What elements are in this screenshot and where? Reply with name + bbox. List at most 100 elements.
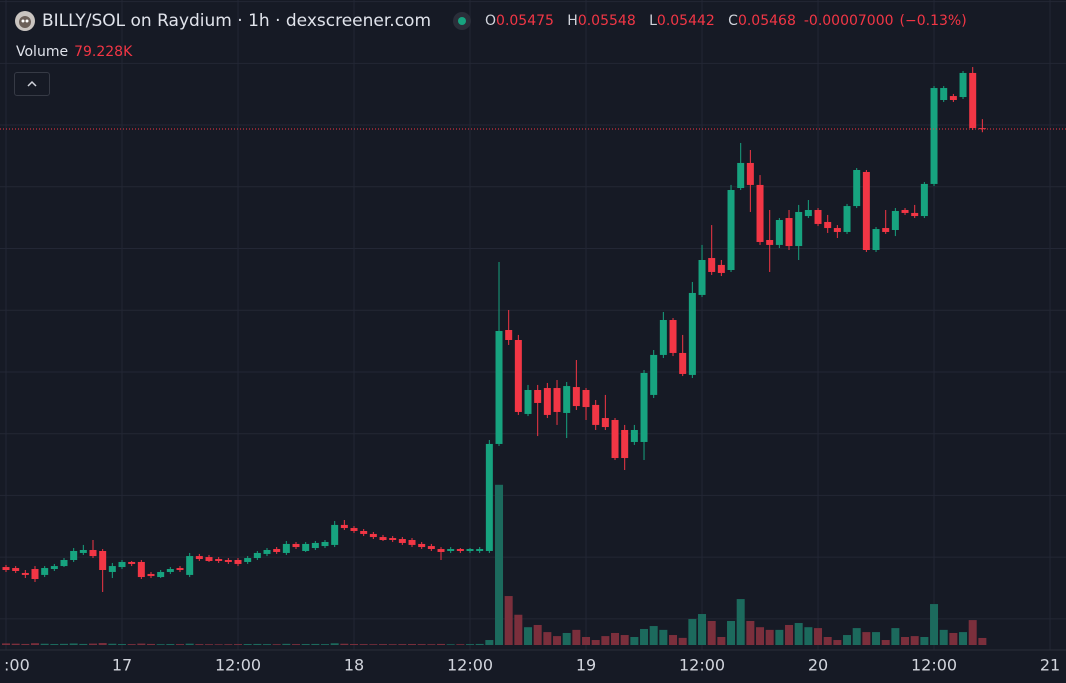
volume-bar: [736, 599, 745, 645]
candle-body: [379, 537, 387, 540]
volume-bar: [330, 643, 339, 645]
volume-bar: [669, 635, 678, 645]
volume-bar: [263, 644, 272, 645]
readout-value: 0.05442: [656, 13, 715, 29]
volume-bar: [659, 629, 668, 645]
candle-body: [215, 559, 223, 561]
candle-body: [292, 543, 300, 548]
candle-body: [872, 229, 880, 250]
volume-bar: [108, 643, 117, 645]
volume-bar: [253, 643, 262, 645]
volume-bar: [968, 620, 977, 645]
volume-bar: [301, 644, 310, 645]
volume-bar: [910, 636, 919, 645]
chart-title: BILLY/SOL on Raydium · 1h · dexscreener.…: [42, 11, 431, 31]
volume-bar: [359, 644, 368, 645]
volume-bar: [562, 632, 571, 645]
readout-letter: H: [567, 13, 578, 29]
candle-body: [621, 430, 629, 459]
volume-bar: [620, 635, 629, 645]
volume-bar: [746, 620, 755, 645]
volume-bar: [388, 644, 397, 645]
x-tick-label: 20: [808, 656, 828, 675]
candle-body: [727, 190, 735, 270]
candle-body: [195, 556, 203, 560]
volume-bar: [591, 640, 600, 645]
volume-bar: [137, 643, 146, 645]
candle-body: [795, 211, 803, 247]
candle-body: [437, 549, 445, 552]
volume-bar: [678, 637, 687, 645]
volume-bar: [717, 636, 726, 645]
volume-bar: [340, 643, 349, 645]
volume-bar: [11, 643, 20, 645]
candle-body: [853, 170, 861, 207]
candle-body: [737, 162, 745, 189]
volume-bar: [727, 620, 736, 645]
candle-body: [959, 72, 967, 98]
candle-body: [698, 260, 706, 295]
volume-bar: [823, 636, 832, 645]
x-tick-label: :00: [4, 656, 30, 675]
volume-bar: [243, 644, 252, 645]
volume-bar: [437, 643, 446, 645]
candle-body: [688, 292, 696, 375]
candle-body: [205, 557, 213, 561]
volume-bar: [408, 644, 417, 645]
volume-bar: [949, 632, 958, 645]
volume-bar: [282, 643, 291, 645]
volume-bar: [195, 644, 204, 645]
change-readout: -0.00007000: [803, 13, 894, 29]
volume-bar: [272, 644, 281, 645]
candle-body: [785, 218, 793, 247]
volume-bar: [234, 644, 243, 645]
candle-body: [311, 542, 319, 549]
candle-body: [708, 258, 716, 272]
volume-bar: [427, 644, 436, 645]
candle-body: [543, 388, 551, 415]
volume-bar: [920, 636, 929, 645]
volume-bar: [185, 643, 194, 645]
volume-bar: [21, 643, 30, 645]
candle-body: [89, 550, 97, 557]
volume-bar: [814, 628, 823, 645]
volume-bar: [224, 644, 233, 645]
candle-body: [456, 549, 464, 551]
volume-bar: [350, 644, 359, 645]
candle-body: [495, 330, 503, 444]
candle-body: [137, 561, 145, 578]
volume-bar: [321, 644, 330, 645]
volume-bar: [794, 623, 803, 645]
volume-bar: [640, 628, 649, 645]
candle-body: [41, 568, 49, 575]
candle-body: [524, 390, 532, 414]
x-tick-label: 12:00: [911, 656, 957, 675]
change-percent-readout: (−0.13%): [899, 13, 967, 29]
x-tick-label: 12:00: [679, 656, 725, 675]
candle-body: [234, 560, 242, 564]
volume-bar: [475, 643, 484, 645]
x-tick-label: 19: [576, 656, 596, 675]
candle-body: [21, 572, 29, 575]
volume-bar: [166, 644, 175, 645]
volume-bar: [60, 643, 69, 645]
candle-body: [920, 183, 928, 217]
candle-body: [746, 162, 754, 185]
candle-body: [273, 549, 281, 552]
volume-bar: [862, 632, 871, 645]
collapse-button[interactable]: [14, 72, 50, 96]
volume-bar: [311, 643, 320, 645]
x-tick-label: 21: [1040, 656, 1060, 675]
candle-body: [640, 372, 648, 442]
candle-body: [650, 354, 658, 395]
candle-body: [978, 128, 986, 130]
volume-bar: [649, 626, 658, 645]
candle-body: [891, 210, 899, 230]
candle-body: [756, 184, 764, 242]
candle-body: [263, 550, 271, 554]
candle-body: [60, 560, 68, 567]
candle-body: [147, 573, 155, 577]
status-dot[interactable]: [453, 12, 471, 30]
candle-body: [717, 264, 725, 273]
